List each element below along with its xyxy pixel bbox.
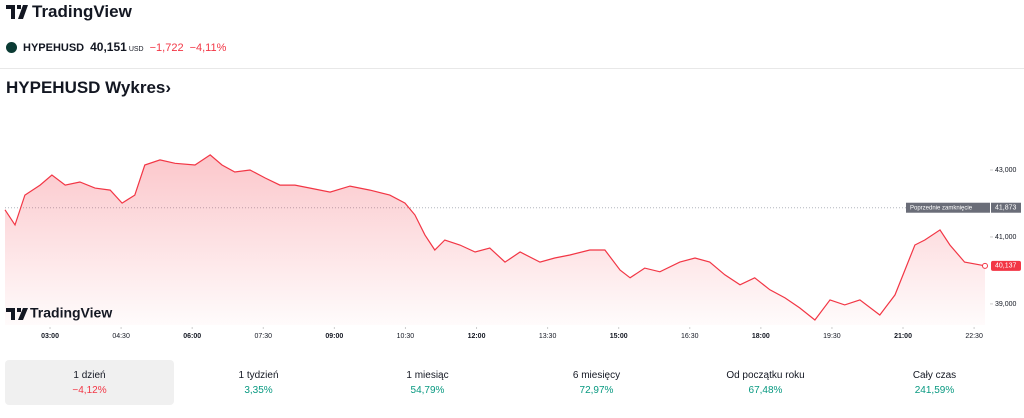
period-change: 241,59% [914, 384, 955, 396]
brand[interactable]: TradingView [6, 2, 132, 22]
period-tab[interactable]: Cały czas 241,59% [850, 360, 1019, 405]
watermark-logo [6, 308, 28, 320]
chart: 39,000 41,000 43,000 Poprzednie zamknięcie 4… [4, 154, 1021, 340]
period-change: 54,79% [410, 384, 445, 396]
x-tick-label: 15:00 [610, 333, 628, 340]
x-tick-label: 16:30 [681, 333, 699, 340]
ticker[interactable]: HYPEHUSD 40,151 USD −1,722 −4,11% [6, 40, 226, 54]
period-change: 3,35% [244, 384, 273, 396]
period-label: 1 tydzień [238, 369, 279, 381]
x-tick-label: 19:30 [823, 333, 841, 340]
currency: USD [128, 46, 144, 53]
price: 40,151 [90, 40, 127, 54]
period-label: Cały czas [912, 369, 957, 381]
symbol-icon [6, 41, 17, 53]
x-tick-label: 03:00 [41, 333, 59, 340]
prev-close-value-box [991, 202, 1021, 213]
area-fill [5, 154, 985, 325]
period-tab[interactable]: 1 tydzień 3,35% [174, 360, 343, 405]
period-change: −4,12% [72, 384, 107, 396]
y-tick-label: 41,000 [995, 234, 1017, 241]
x-tick-label: 04:30 [112, 333, 130, 340]
price-line [4, 154, 986, 321]
period-tab[interactable]: 6 miesięcy 72,97% [512, 360, 681, 405]
prev-close-value: 41,873 [995, 205, 1017, 212]
watermark: TradingView [30, 305, 112, 321]
last-price: 40,137 [995, 263, 1017, 270]
period-tab[interactable]: 1 miesiąc 54,79% [343, 360, 512, 405]
prev-close-box [906, 202, 990, 213]
change-percent: −4,11% [189, 42, 227, 54]
change: −1,722 [149, 42, 184, 54]
separator [0, 68, 1024, 69]
period-tabs: 1 dzień −4,12% 1 tydzień 3,35% 1 miesiąc 54,7… [5, 360, 1019, 405]
chevron: › [165, 78, 172, 97]
brand-name: TradingView [32, 2, 132, 21]
period-label: 6 miesięcy [572, 369, 621, 381]
x-tick-label: 10:30 [397, 333, 415, 340]
x-tick-label: 06:00 [183, 333, 201, 340]
period-change: 72,97% [579, 384, 614, 396]
period-change: 67,48% [748, 384, 783, 396]
y-tick-label: 43,000 [995, 167, 1017, 174]
period-label: 1 miesiąc [406, 369, 449, 381]
chart-title[interactable]: HYPEHUSD Wykres› [6, 78, 171, 98]
x-tick-label: 12:00 [468, 333, 486, 340]
chart-title-text: HYPEHUSD Wykres [6, 78, 166, 97]
x-tick-label: 09:00 [325, 333, 343, 340]
period-label: Od początku roku [726, 369, 805, 381]
logo [6, 5, 28, 19]
period-label: 1 dzień [73, 369, 106, 381]
x-tick-label: 13:30 [539, 333, 557, 340]
period-tab[interactable]: Od początku roku 67,48% [681, 360, 850, 405]
x-tick-label: 07:30 [255, 333, 273, 340]
symbol: HYPEHUSD [23, 42, 85, 54]
x-tick-label: 21:00 [894, 333, 912, 340]
last-dot [982, 262, 988, 269]
x-tick-label: 18:00 [752, 333, 770, 340]
period-tab[interactable]: 1 dzień −4,12% [5, 360, 174, 405]
x-tick-label: 22:30 [965, 333, 983, 340]
y-tick-label: 39,000 [995, 301, 1017, 308]
prev-close-name: Poprzednie zamknięcie [910, 205, 973, 211]
last-price-box [991, 260, 1021, 271]
